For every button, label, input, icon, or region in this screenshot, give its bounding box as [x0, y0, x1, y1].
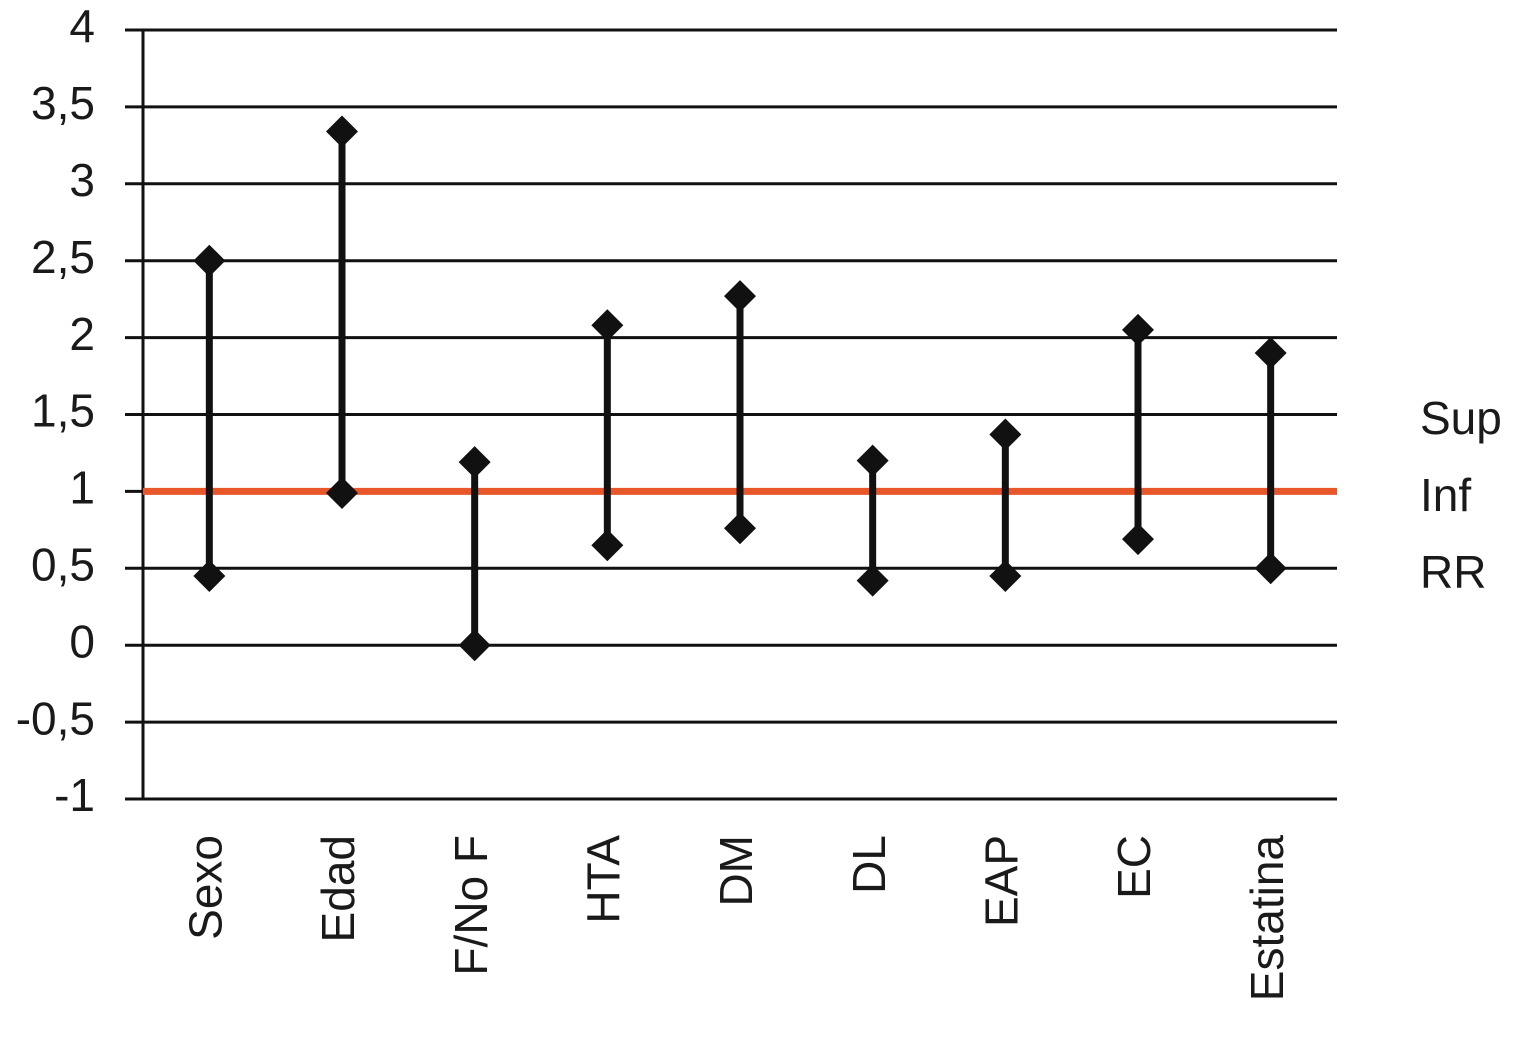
y-tick-label: 3: [69, 154, 95, 206]
y-tick-label: -1: [54, 769, 95, 821]
y-tick-label: 4: [69, 0, 95, 52]
diamond-marker: [724, 512, 756, 545]
y-tick-label: 1: [69, 462, 95, 514]
diamond-marker: [1254, 336, 1287, 369]
diamond-marker: [326, 476, 358, 509]
y-tick-label: 3,5: [31, 77, 95, 129]
legend-label: Inf: [1420, 469, 1471, 521]
y-tick-label: 0,5: [31, 538, 95, 590]
diamond-marker: [1122, 523, 1154, 556]
x-tick-label: EC: [1108, 835, 1160, 899]
diamond-marker: [724, 280, 756, 313]
diamond-marker: [1254, 552, 1287, 585]
x-tick-label: DM: [710, 835, 762, 907]
diamond-marker: [458, 446, 491, 479]
x-tick-label: Sexo: [179, 835, 231, 940]
legend-label: RR: [1420, 546, 1486, 598]
y-tick-label: 2: [69, 308, 95, 360]
y-tick-label: 2,5: [31, 231, 95, 283]
diamond-marker: [1122, 313, 1154, 346]
diamond-marker: [989, 559, 1022, 592]
x-tick-label: Edad: [312, 835, 364, 942]
diamond-marker: [326, 115, 358, 148]
y-tick-label: -0,5: [16, 692, 95, 744]
diamond-marker: [856, 444, 889, 477]
diamond-marker: [193, 244, 226, 277]
y-tick-label: 0: [69, 615, 95, 667]
x-tick-label: F/No F: [445, 835, 497, 976]
x-tick-label: Estatina: [1241, 835, 1293, 1002]
diamond-marker: [458, 629, 491, 662]
diamond-marker: [591, 309, 624, 342]
legend-label: Sup: [1420, 392, 1502, 444]
y-tick-label: 1,5: [31, 385, 95, 437]
diamond-marker: [856, 564, 889, 597]
diamond-marker: [193, 559, 226, 592]
x-tick-label: EAP: [975, 835, 1027, 927]
diamond-marker: [989, 418, 1022, 451]
x-tick-label: HTA: [577, 835, 629, 924]
x-tick-label: DL: [843, 835, 895, 894]
diamond-marker: [591, 529, 624, 562]
